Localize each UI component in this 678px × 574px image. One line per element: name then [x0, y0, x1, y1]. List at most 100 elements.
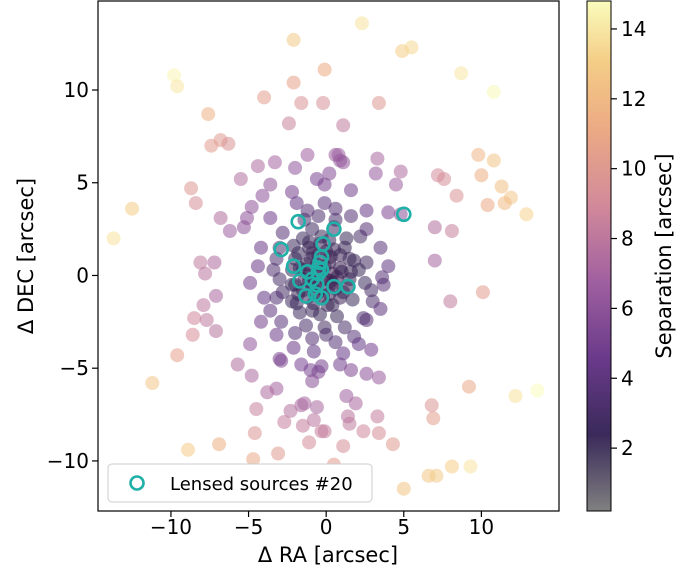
scatter-point: [255, 188, 270, 203]
scatter-point: [271, 446, 286, 461]
legend-label-lensed: Lensed sources #20: [170, 474, 353, 495]
scatter-point: [486, 153, 501, 168]
lensed-source-marker: [309, 276, 325, 293]
scatter-point: [497, 196, 512, 211]
scatter-point: [274, 314, 289, 329]
scatter-point: [221, 136, 236, 151]
scatter-point: [244, 368, 259, 383]
legend-marker-lensed: [129, 475, 145, 491]
scatter-point: [213, 211, 228, 225]
scatter-point: [167, 68, 182, 83]
scatter-point: [257, 290, 272, 305]
scatter-point: [354, 16, 369, 31]
scatter-point: [302, 435, 317, 450]
scatter-point: [359, 203, 374, 218]
x-tick-label: 0: [320, 515, 333, 539]
scatter-point: [336, 346, 351, 361]
scatter-point: [286, 340, 301, 355]
scatter-point: [462, 379, 476, 394]
scatter-point: [474, 168, 489, 183]
scatter-point: [426, 411, 441, 426]
scatter-point: [317, 62, 332, 77]
scatter-point: [305, 331, 320, 346]
colorbar-tick-label: 2: [621, 436, 634, 460]
scatter-point: [193, 255, 208, 270]
scatter-point: [289, 296, 304, 311]
scatter-point: [263, 303, 278, 318]
scatter-point: [285, 185, 299, 199]
scatter-point: [370, 151, 385, 166]
scatter-point: [196, 298, 211, 313]
scatter-point: [353, 229, 368, 244]
lensed-source-marker: [285, 258, 302, 275]
scatter-point: [373, 240, 388, 255]
scatter-point: [356, 424, 371, 439]
scatter-point: [333, 357, 348, 372]
colorbar: [586, 0, 612, 512]
colorbar-tick-label: 4: [621, 366, 634, 390]
scatter-point: [454, 66, 469, 81]
x-tick-label: 10: [469, 515, 494, 539]
scatter-point: [385, 437, 400, 452]
scatter-points: [106, 16, 545, 496]
scatter-point: [345, 292, 360, 307]
scatter-point: [212, 437, 227, 452]
scatter-point: [250, 159, 265, 174]
scatter-point: [344, 264, 358, 279]
lensed-source-marker: [299, 263, 316, 280]
scatter-point: [381, 205, 396, 220]
scatter-point: [294, 398, 309, 413]
scatter-point: [370, 409, 385, 424]
legend-box: [107, 463, 373, 503]
scatter-point: [243, 337, 258, 352]
scatter-point: [204, 138, 219, 153]
scatter-point: [317, 196, 332, 211]
scatter-point: [246, 452, 261, 467]
colorbar-ticks: 2 4 6 8 10 12 14: [611, 17, 646, 460]
scatter-point: [471, 147, 486, 162]
scatter-point: [322, 287, 337, 301]
scatter-point: [393, 164, 408, 179]
plot-frame: [97, 0, 560, 512]
scatter-point: [449, 188, 464, 203]
scatter-point: [257, 90, 272, 105]
x-tick-label: −5: [234, 515, 263, 539]
scatter-point: [351, 337, 366, 352]
scatter-point: [316, 96, 331, 110]
scatter-point: [309, 400, 324, 415]
scatter-point: [187, 311, 202, 326]
scatter-point: [336, 118, 351, 133]
lensed-source-marker: [340, 278, 356, 295]
scatter-point: [364, 283, 379, 298]
lensed-source-marker: [307, 286, 324, 302]
scatter-point: [209, 324, 223, 339]
scatter-point: [281, 116, 296, 131]
scatter-point: [288, 326, 303, 340]
scatter-point: [222, 224, 237, 238]
scatter-point: [336, 155, 351, 170]
scatter-point: [275, 225, 290, 240]
colorbar-tick-label: 10: [621, 157, 646, 181]
x-axis-title: Δ RA [arcsec]: [258, 543, 398, 567]
scatter-point: [244, 199, 259, 214]
legend: Lensed sources #20: [107, 463, 373, 503]
scatter-point: [199, 313, 214, 327]
scatter-point: [236, 220, 251, 235]
scatter-point: [185, 327, 200, 342]
scatter-point: [254, 240, 268, 255]
scatter-point: [486, 84, 501, 99]
scatter-point: [344, 363, 358, 378]
scatter-point: [328, 201, 343, 216]
scatter-point: [201, 107, 216, 122]
scatter-point: [322, 166, 337, 181]
scatter-point: [263, 177, 278, 192]
scatter-point: [519, 207, 534, 222]
scatter-point: [376, 277, 391, 292]
scatter-point: [263, 211, 278, 225]
scatter-point: [424, 398, 439, 413]
colorbar-tick-label: 14: [621, 17, 646, 41]
scatter-point: [348, 396, 363, 411]
scatter-point: [233, 172, 248, 186]
scatter-point: [302, 240, 317, 255]
